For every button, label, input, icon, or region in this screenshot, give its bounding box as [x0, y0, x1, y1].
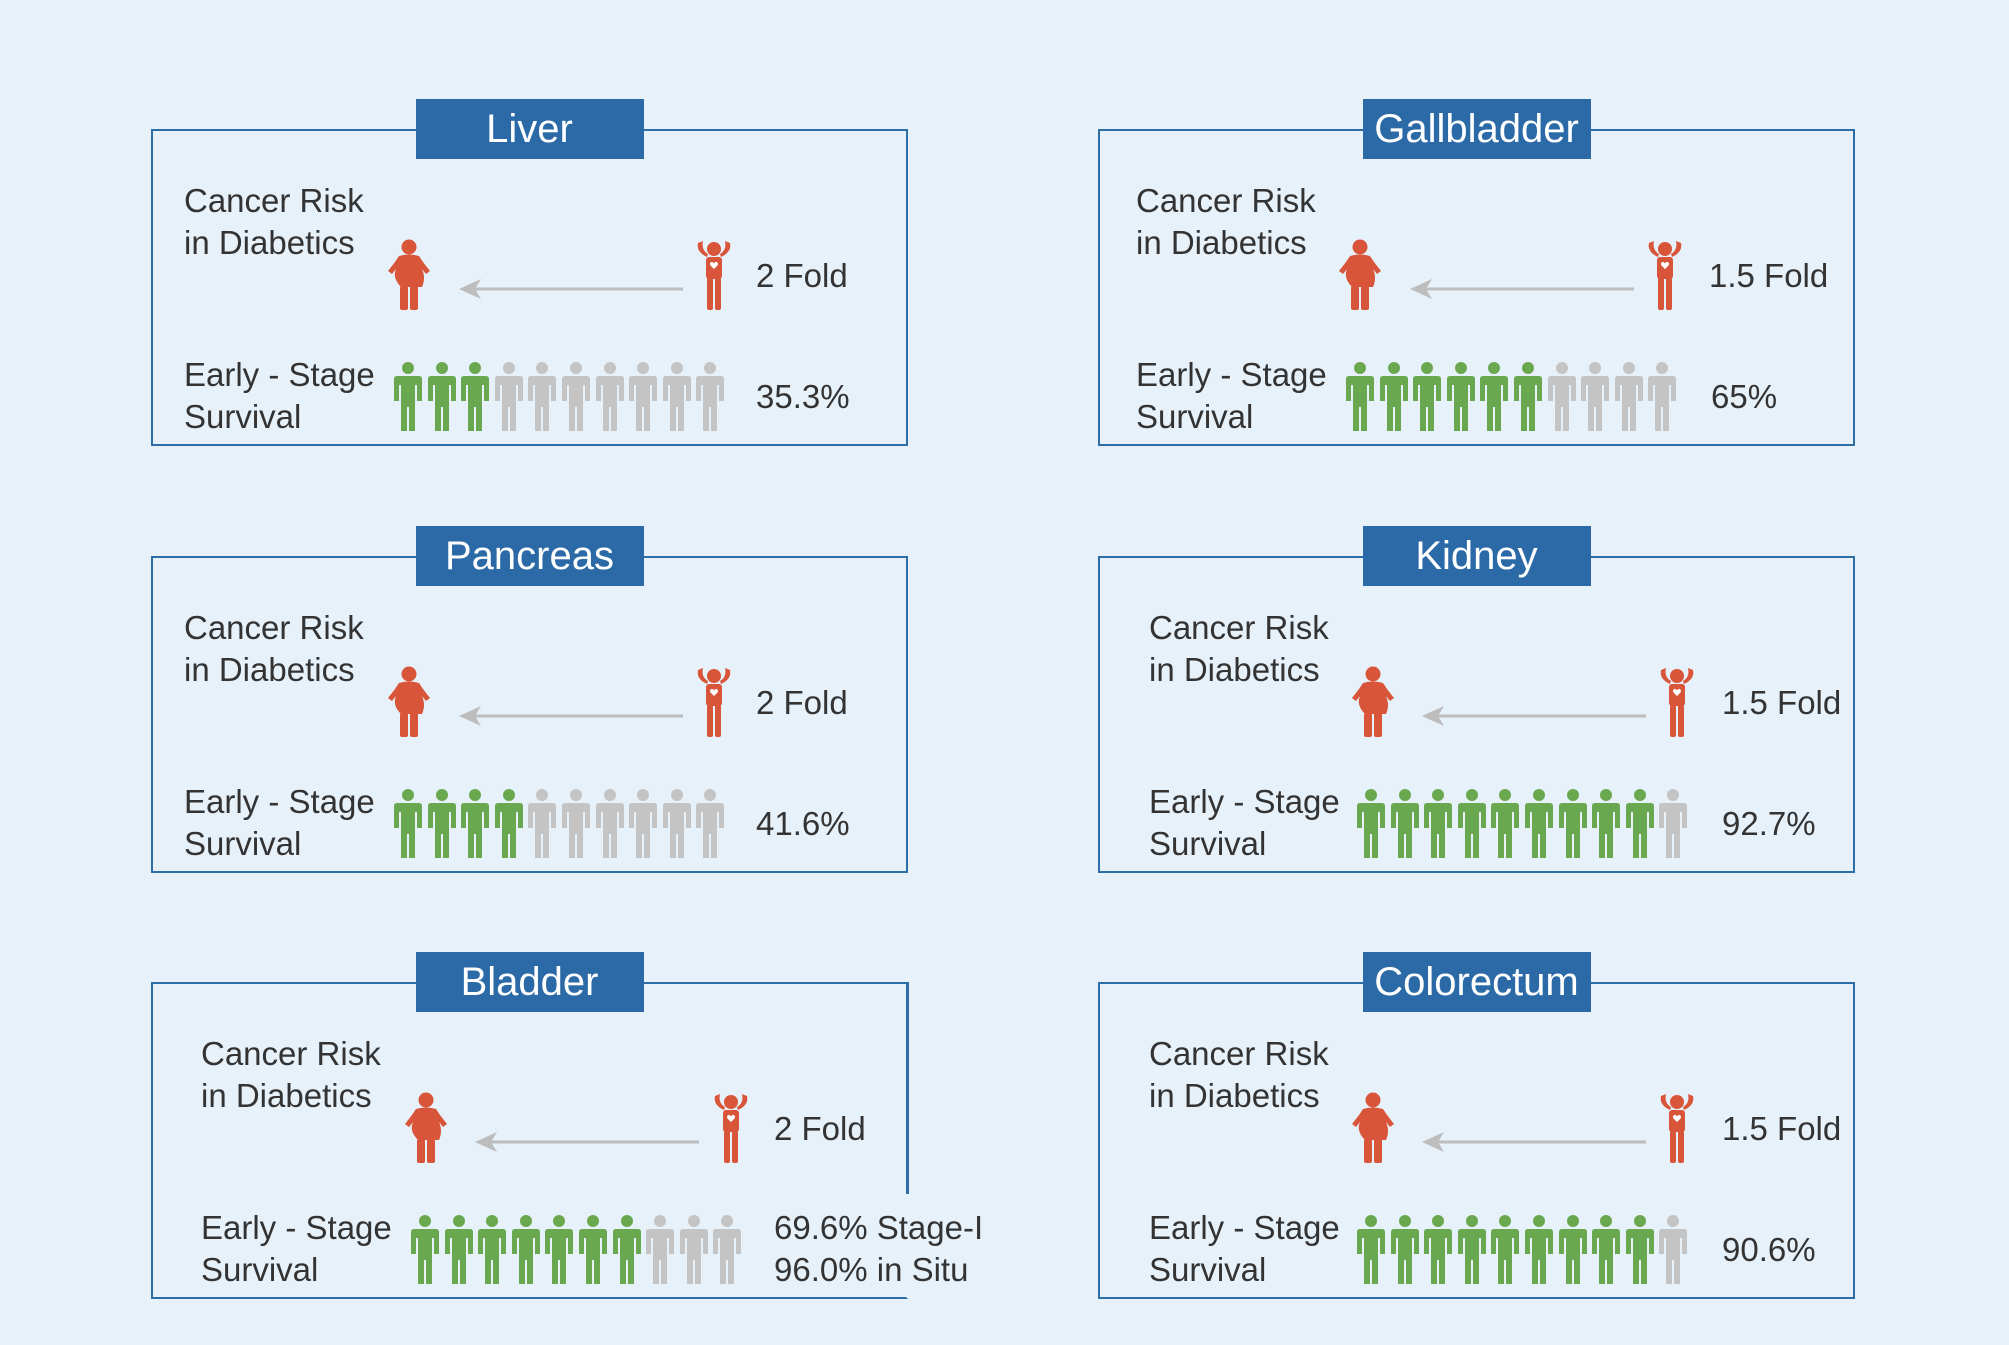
arrow-left-icon — [457, 277, 685, 306]
survival-value: 41.6% — [756, 805, 850, 842]
healthy-person-icon — [1657, 665, 1697, 742]
healthy-person-icon — [694, 238, 734, 315]
risk-value: 2 Fold — [774, 1110, 866, 1147]
survival-label: Early - Stage Survival — [184, 783, 375, 862]
panel-colorectum: Colorectum Cancer Risk in Diabetics 1.5 F… — [1098, 952, 1855, 1299]
arrow-left-icon — [473, 1130, 701, 1159]
risk-label: Cancer Risk in Diabetics — [1136, 182, 1316, 261]
survival-label: Early - Stage Survival — [1149, 1209, 1340, 1288]
risk-label: Cancer Risk in Diabetics — [1149, 1035, 1329, 1114]
arrow-left-icon — [1420, 704, 1648, 733]
risk-value: 1.5 Fold — [1722, 1110, 1842, 1147]
risk-label: Cancer Risk in Diabetics — [184, 182, 364, 261]
risk-label: Cancer Risk in Diabetics — [201, 1035, 381, 1114]
panel-title: Gallbladder — [1362, 99, 1591, 159]
survival-value: 69.6% Stage-I 96.0% in Situ — [774, 1209, 984, 1288]
healthy-person-icon — [711, 1091, 751, 1168]
diabetic-person-icon — [1349, 665, 1397, 742]
panel-title: Kidney — [1362, 526, 1591, 586]
healthy-person-icon — [1657, 1091, 1697, 1168]
diabetic-person-icon — [1336, 238, 1384, 315]
survival-value: 92.7% — [1722, 805, 1816, 842]
survival-label: Early - Stage Survival — [1149, 783, 1340, 862]
arrow-left-icon — [457, 704, 685, 733]
panel-gallbladder: Gallbladder Cancer Risk in Diabetics 1.5 … — [1098, 99, 1855, 446]
panel-border-right-partial — [906, 981, 909, 1194]
survival-label: Early - Stage Survival — [201, 1209, 392, 1288]
risk-label: Cancer Risk in Diabetics — [1149, 609, 1329, 688]
diabetic-person-icon — [385, 238, 433, 315]
panel-bladder: Bladder Cancer Risk in Diabetics 2 Fold E… — [151, 952, 983, 1299]
survival-label: Early - Stage Survival — [184, 356, 375, 435]
risk-value: 2 Fold — [756, 257, 848, 294]
risk-label: Cancer Risk in Diabetics — [184, 609, 364, 688]
risk-value: 2 Fold — [756, 684, 848, 721]
panel-title: Pancreas — [415, 526, 644, 586]
panel-title: Liver — [415, 99, 644, 159]
diabetic-person-icon — [385, 665, 433, 742]
diabetic-person-icon — [1349, 1091, 1397, 1168]
panel-pancreas: Pancreas Cancer Risk in Diabetics 2 Fold … — [151, 526, 908, 873]
healthy-person-icon — [1645, 238, 1685, 315]
survival-value: 90.6% — [1722, 1231, 1816, 1268]
panel-kidney: Kidney Cancer Risk in Diabetics 1.5 Fold … — [1098, 526, 1855, 873]
panel-liver: Liver Cancer Risk in Diabetics 2 Fold Ear… — [151, 99, 908, 446]
diabetic-person-icon — [402, 1091, 450, 1168]
risk-value: 1.5 Fold — [1709, 257, 1829, 294]
survival-value: 35.3% — [756, 378, 850, 415]
survival-label: Early - Stage Survival — [1136, 356, 1327, 435]
arrow-left-icon — [1420, 1130, 1648, 1159]
panel-title: Colorectum — [1362, 952, 1591, 1012]
healthy-person-icon — [694, 665, 734, 742]
panel-title: Bladder — [415, 952, 644, 1012]
survival-value: 65% — [1711, 378, 1778, 415]
risk-value: 1.5 Fold — [1722, 684, 1842, 721]
arrow-left-icon — [1408, 277, 1636, 306]
